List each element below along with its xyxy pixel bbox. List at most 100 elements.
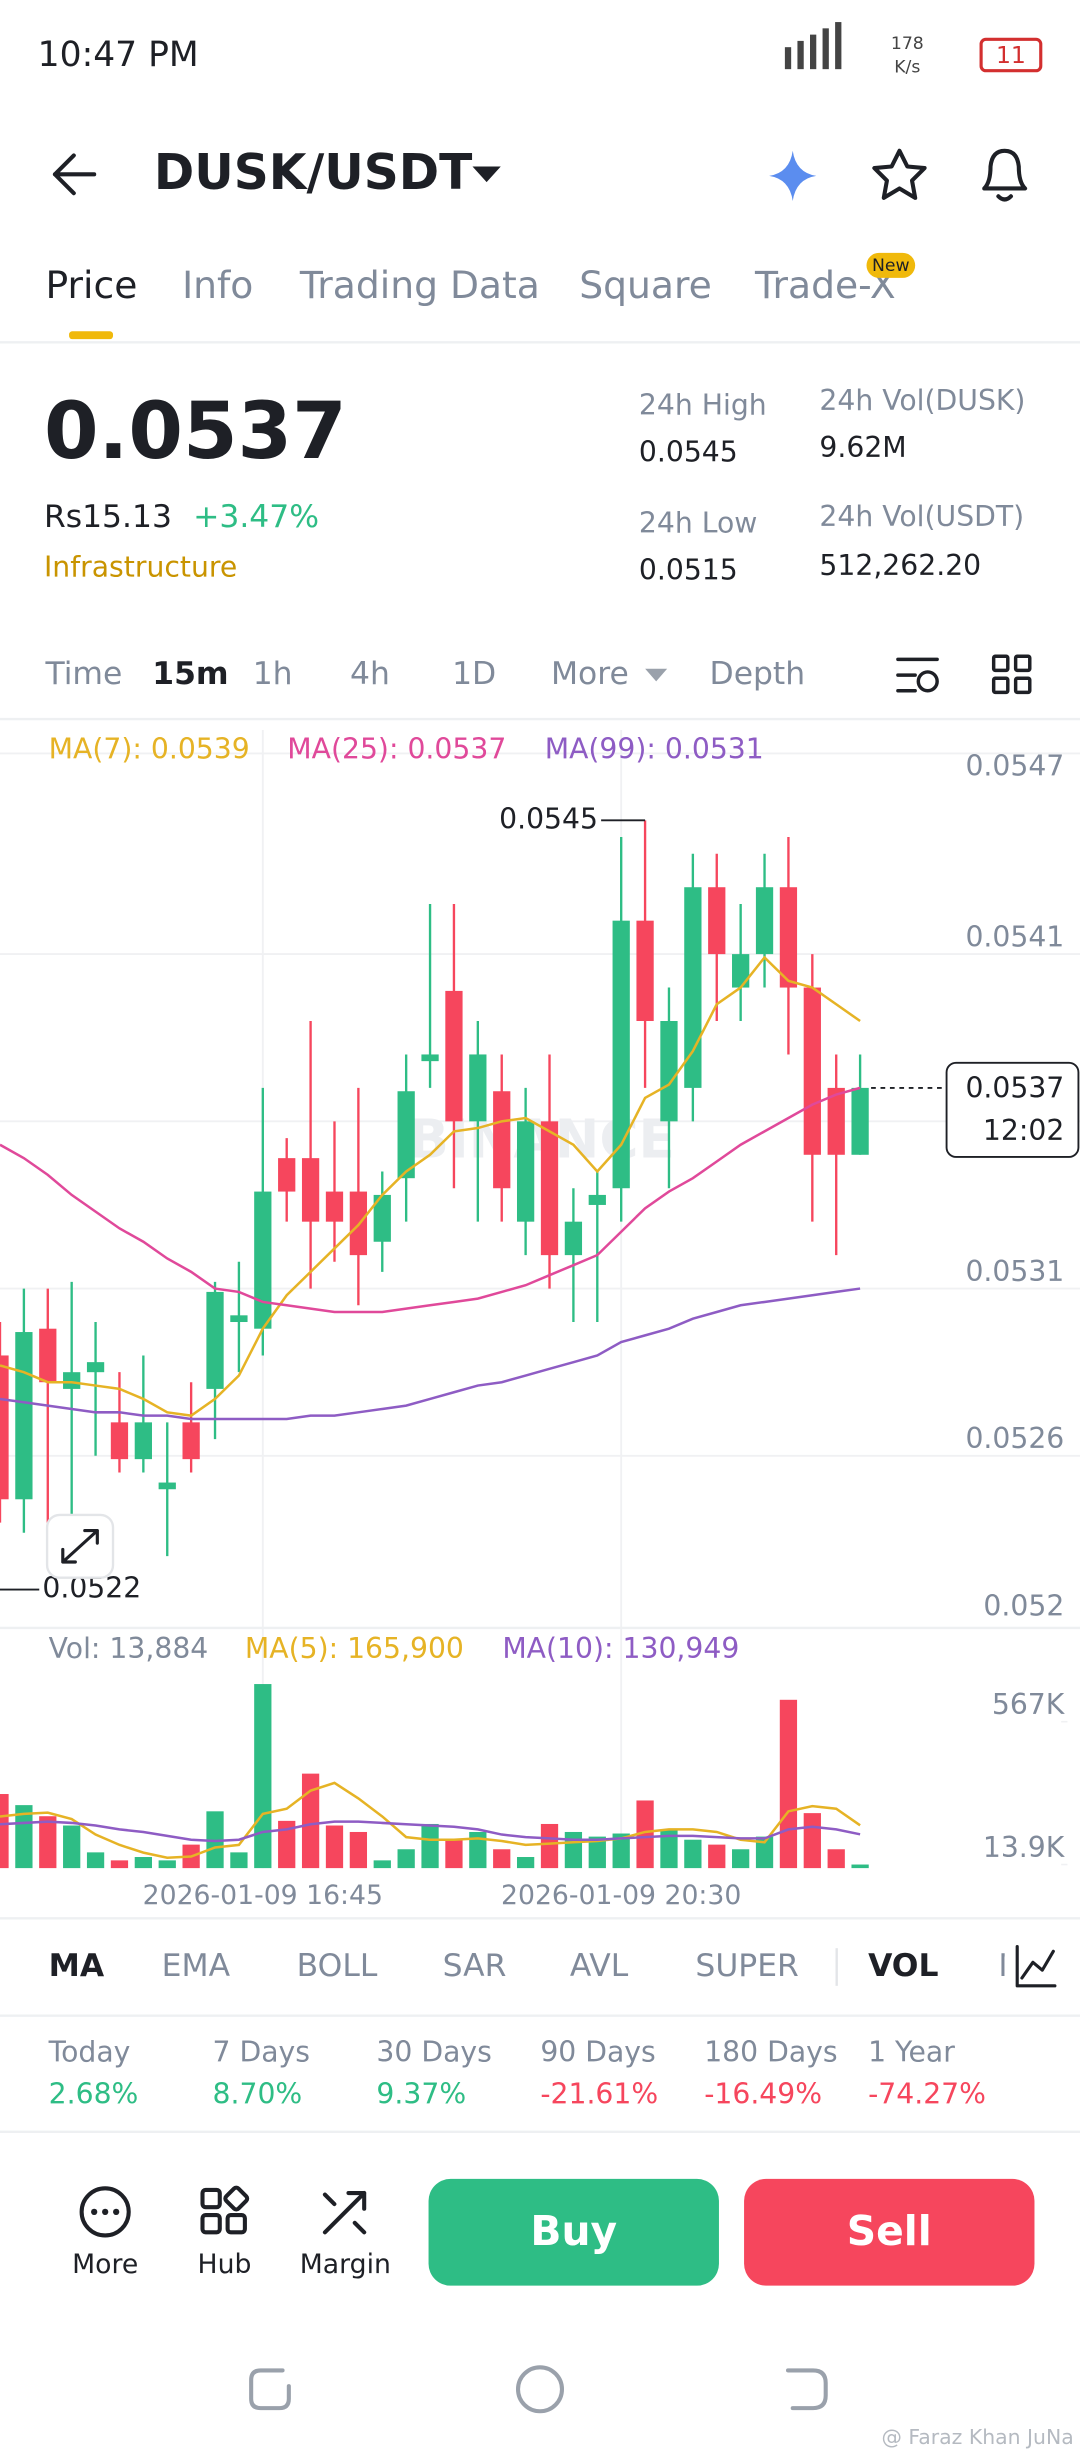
more-dropdown xyxy=(645,668,668,682)
more-label[interactable]: More xyxy=(72,2249,138,2280)
interval[interactable]: 15m xyxy=(152,656,228,692)
nav-back[interactable] xyxy=(785,2368,828,2411)
volume-bar xyxy=(0,1794,9,1869)
volume-bar xyxy=(445,1839,463,1869)
fullscreen-button[interactable] xyxy=(45,1513,115,1579)
legend-entry: MA(99): 0.0531 xyxy=(545,732,764,765)
tab[interactable]: Info xyxy=(182,263,253,307)
legend-entry: MA(25): 0.0537 xyxy=(287,732,506,765)
stat-value: 512,262.20 xyxy=(819,549,981,582)
indicator[interactable]: SAR xyxy=(443,1948,507,1984)
sell-label[interactable]: Sell xyxy=(847,2207,932,2255)
nav-home[interactable] xyxy=(515,2365,565,2414)
more-button[interactable]: More xyxy=(72,2186,138,2280)
candle-body xyxy=(516,1121,535,1222)
interval[interactable]: 1D xyxy=(452,656,496,692)
candle-body xyxy=(182,1422,200,1460)
candle-body xyxy=(564,1221,583,1256)
ma-line xyxy=(0,1820,861,1843)
layout-button[interactable] xyxy=(991,654,1032,695)
fiat-price: Rs15.13 xyxy=(44,499,172,535)
price-tag xyxy=(945,1061,1080,1158)
volume-bar xyxy=(493,1849,511,1869)
tab[interactable]: Square xyxy=(579,263,712,307)
margin-label[interactable]: Margin xyxy=(300,2249,391,2280)
sector-tag[interactable]: Infrastructure xyxy=(44,550,237,583)
price-chart: 0.05470.05410.05360.05310.05260.052BINAN… xyxy=(0,730,1080,1869)
volume-bar xyxy=(755,1836,774,1869)
ai-button[interactable] xyxy=(769,150,817,202)
hub-label[interactable]: Hub xyxy=(198,2249,252,2280)
volume-bar xyxy=(86,1852,105,1869)
indicator[interactable]: BOLL xyxy=(297,1948,378,1984)
period-label: 30 Days xyxy=(376,2035,491,2068)
volume-bar xyxy=(779,1699,798,1869)
price-change: +3.47% xyxy=(193,499,319,535)
volume-bar xyxy=(134,1857,152,1869)
status-time: 10:47 PM xyxy=(38,35,199,75)
volume-bar xyxy=(15,1805,33,1869)
buy-button[interactable] xyxy=(428,2178,719,2286)
stat-label: 24h Vol(USDT) xyxy=(819,500,1024,533)
back-button[interactable] xyxy=(52,153,97,196)
period-value: -16.49% xyxy=(704,2078,822,2111)
interval[interactable]: 1h xyxy=(253,656,293,692)
y-tick-label: 0.0526 xyxy=(965,1422,1064,1455)
volume-bar xyxy=(278,1820,296,1869)
legend-entry: Vol: 13,884 xyxy=(49,1632,209,1665)
volume-bar xyxy=(397,1849,415,1869)
sell-button[interactable] xyxy=(744,2178,1035,2286)
volume-bar xyxy=(732,1849,750,1869)
candle-body xyxy=(206,1291,224,1389)
margin-button[interactable]: Margin xyxy=(300,2191,391,2280)
new-badge xyxy=(866,252,916,278)
candle-body xyxy=(158,1482,176,1490)
indicator-settings[interactable] xyxy=(1015,1945,1057,1988)
interval[interactable]: More xyxy=(551,656,629,692)
watermark: @ Faraz Khan JuNa xyxy=(882,2425,1074,2449)
candle-body xyxy=(15,1332,33,1500)
volume-bar xyxy=(660,1830,678,1869)
indicator[interactable]: EMA xyxy=(162,1948,231,1984)
candle-body xyxy=(134,1422,152,1460)
indicator[interactable]: VOL xyxy=(868,1948,938,1984)
volume-bar xyxy=(39,1816,57,1869)
candle-body xyxy=(851,1087,869,1155)
tab[interactable]: Price xyxy=(46,263,138,307)
alert-button[interactable] xyxy=(982,148,1028,202)
interval[interactable]: Time xyxy=(45,656,123,692)
volume-bar xyxy=(325,1825,344,1869)
indicator[interactable]: MA xyxy=(49,1948,105,1984)
interval[interactable]: Depth xyxy=(710,656,806,692)
interval-bar: Time 15m 1h 4h 1D More Depth xyxy=(45,656,806,692)
buy-label[interactable]: Buy xyxy=(530,2207,617,2255)
period-value: 8.70% xyxy=(213,2078,303,2111)
stats: 24h High 0.0545 24h Vol(DUSK) 9.62M 24h Low 0… xyxy=(639,384,1026,587)
pair-title[interactable]: DUSK/USDT xyxy=(154,145,473,201)
favorite-button[interactable] xyxy=(872,148,927,200)
ma-line xyxy=(0,955,861,1417)
volume-bar xyxy=(684,1839,702,1869)
price-tag-countdown: 12:02 xyxy=(983,1114,1064,1147)
candle-body xyxy=(612,920,630,1189)
pair-dropdown[interactable] xyxy=(472,166,501,183)
volume-bar xyxy=(421,1823,439,1869)
volume-bar xyxy=(469,1831,487,1869)
candle-body xyxy=(755,887,774,955)
period-value: -21.61% xyxy=(540,2078,658,2111)
new-badge-text: New xyxy=(872,256,910,276)
volume-chart: Vol: 13,884 MA(5): 165,900 MA(10): 130,949… xyxy=(0,1626,1080,1911)
y-tick-label: 13.9K xyxy=(983,1831,1066,1864)
volume-bar xyxy=(612,1833,630,1869)
x-tick-label: 2026-01-09 20:30 xyxy=(501,1880,741,1911)
indicator[interactable]: AVL xyxy=(570,1948,629,1984)
chart-settings-button[interactable] xyxy=(896,657,939,693)
interval[interactable]: 4h xyxy=(350,656,390,692)
volume-bar xyxy=(158,1860,176,1869)
stat-value: 9.62M xyxy=(819,431,906,464)
tab[interactable]: Trading Data xyxy=(299,263,540,307)
hub-button[interactable]: Hub xyxy=(198,2185,252,2280)
indicator[interactable]: SUPER xyxy=(695,1948,798,1984)
nav-recents[interactable] xyxy=(249,2368,291,2411)
